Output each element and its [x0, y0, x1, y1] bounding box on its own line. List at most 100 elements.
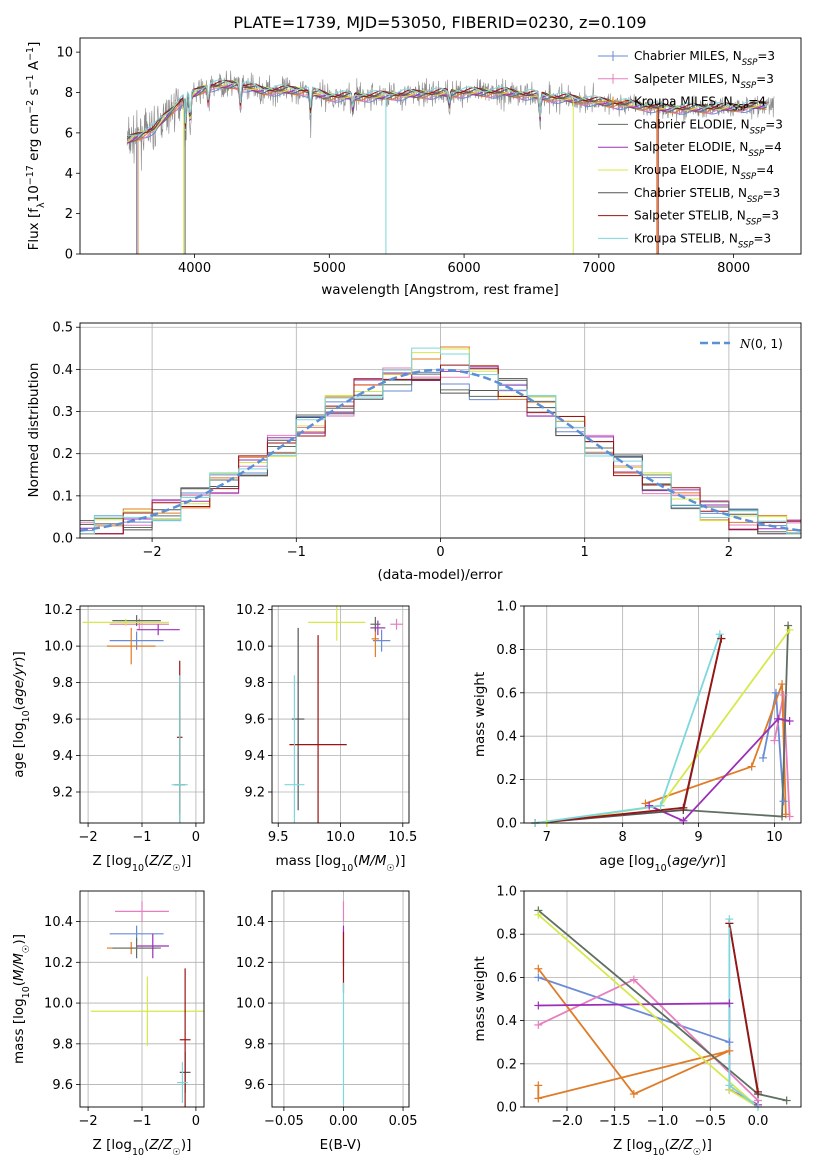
y-tick-label: 0.4	[496, 1014, 517, 1029]
y-tick-label: 9.8	[52, 1037, 73, 1052]
x-tick-label: −1.5	[599, 1114, 631, 1129]
legend-label: Salpeter STELIB, NSSP=3	[634, 209, 779, 228]
x-axis-label: Z [log10(Z/Z☉)]	[93, 853, 192, 874]
legend-label: N(0, 1)	[739, 337, 783, 351]
x-tick-label: 9.5	[268, 830, 289, 845]
axes-frame	[523, 605, 802, 824]
x-tick-label: 8000	[717, 261, 750, 276]
y-tick-label: 0.5	[52, 321, 73, 336]
x-tick-label: 4000	[178, 261, 211, 276]
panel-residuals: −2 −1 0 1 2 0.0 0.1 0.2 0.3 0.4 0.5 N(0, 1) (data-mo…	[26, 321, 802, 583]
x-axis-label: (data-model)/error	[377, 567, 503, 583]
x-tick-label: 10.0	[326, 830, 355, 845]
y-axis-label: mass weight	[472, 956, 488, 1041]
x-tick-label: 0.00	[329, 1114, 358, 1129]
legend-label: Chabrier STELIB, NSSP=3	[634, 186, 780, 205]
x-tick-label: 9	[694, 830, 702, 845]
y-tick-label: 1.0	[496, 885, 517, 900]
y-tick-label: 0.4	[52, 363, 73, 378]
y-tick-label: 10.0	[236, 997, 265, 1012]
y-tick-label: 9.6	[52, 713, 73, 728]
y-tick-label: 9.8	[52, 676, 73, 691]
axes-frame	[271, 605, 410, 824]
axes-frame	[79, 890, 205, 1108]
y-tick-label: 9.8	[244, 676, 265, 691]
y-tick-label: 2	[65, 207, 73, 222]
figure-title: PLATE=1739, MJD=53050, FIBERID=0230, z=0…	[233, 13, 646, 32]
legend-label: Chabrier MILES, NSSP=3	[634, 49, 775, 68]
x-tick-label: 1	[581, 545, 589, 560]
x-axis-label: age [log10(age/yr)]	[599, 853, 725, 874]
x-tick-label: −1.0	[647, 1114, 679, 1129]
x-axis-label: wavelength [Angstrom, rest frame]	[321, 282, 559, 298]
plot-area	[284, 606, 403, 823]
y-tick-label: 0.1	[52, 489, 73, 504]
panel-spectrum: 4000 5000 6000 7000 8000 0 2 4 6 8 10 Chabrier MILE…	[25, 37, 802, 298]
y-tick-label: 9.8	[244, 1037, 265, 1052]
y-tick-label: 10.0	[236, 640, 265, 655]
x-tick-label: 0.0	[748, 1114, 769, 1129]
plot-area	[80, 346, 801, 535]
x-tick-label: 2	[725, 545, 733, 560]
x-tick-label: 0	[436, 545, 444, 560]
y-tick-label: 9.2	[52, 786, 73, 801]
y-tick-label: 9.2	[244, 786, 265, 801]
y-tick-label: 8	[65, 86, 73, 101]
plot-area	[82, 615, 188, 823]
y-tick-label: 0.8	[496, 928, 517, 943]
x-tick-label: 0.05	[389, 1114, 418, 1129]
y-tick-label: 1.0	[496, 600, 517, 615]
x-tick-label: −1	[132, 1114, 151, 1129]
y-tick-label: 0.2	[52, 447, 73, 462]
residual-histogram	[80, 364, 801, 535]
y-tick-label: 10	[56, 46, 73, 61]
y-tick-label: 10.0	[44, 640, 73, 655]
y-tick-label: 0.6	[496, 971, 517, 986]
axes-frame	[79, 605, 205, 824]
x-axis-label: Z [log10(Z/Z☉)]	[93, 1137, 192, 1158]
y-tick-label: 0.2	[496, 773, 517, 788]
panel-mass_vs_ebv: −0.05 0.00 0.05 9.6 9.8 10.0 10.2 10.4 E(B-V)	[236, 890, 418, 1153]
y-tick-label: 0.0	[496, 1101, 517, 1116]
axes-frame	[523, 890, 802, 1108]
x-tick-label: 0	[192, 830, 200, 845]
y-tick-label: 0.6	[496, 686, 517, 701]
x-tick-label: 10	[766, 830, 783, 845]
x-tick-label: 7	[543, 830, 551, 845]
panel-mass_vs_Z: −2 −1 0 9.6 9.8 10.0 10.2 10.4 Z [log10(Z/Z☉)] ma…	[11, 890, 205, 1158]
y-tick-label: 0.8	[496, 643, 517, 658]
residual-histogram	[80, 378, 801, 535]
y-axis-label: age [log10(age/yr)]	[11, 651, 32, 777]
x-tick-label: 5000	[313, 261, 346, 276]
x-tick-label: 6000	[448, 261, 481, 276]
y-tick-label: 10.2	[44, 603, 73, 618]
x-tick-label: 7000	[582, 261, 615, 276]
y-tick-label: 6	[65, 126, 73, 141]
y-tick-label: 0.0	[52, 532, 73, 547]
y-tick-label: 9.4	[244, 749, 265, 764]
x-axis-label: Z [log10(Z/Z☉)]	[613, 1137, 712, 1158]
x-tick-label: 0	[192, 1114, 200, 1129]
legend-label: Chabrier ELODIE, NSSP=3	[634, 117, 783, 136]
y-tick-label: 9.6	[244, 713, 265, 728]
panel-age_vs_mass: 9.5 10.0 10.5 9.2 9.4 9.6 9.8 10.0 10.2 mass [log…	[236, 603, 417, 873]
mass-weight-line	[535, 638, 723, 823]
y-tick-label: 10.0	[44, 997, 73, 1012]
x-tick-label: 10.5	[388, 830, 417, 845]
y-tick-label: 0	[65, 248, 73, 263]
x-tick-label: −0.05	[264, 1114, 304, 1129]
legend: Chabrier MILES, NSSP=3 Salpeter MILES, NS…	[598, 49, 783, 250]
x-tick-label: −0.5	[694, 1114, 726, 1129]
x-tick-label: −1	[287, 545, 306, 560]
legend-label: Kroupa MILES, NSSP=4	[634, 95, 766, 114]
x-tick-label: 8	[619, 830, 627, 845]
mass-weight-line	[728, 923, 759, 1093]
y-tick-label: 10.2	[236, 603, 265, 618]
legend-label: Salpeter MILES, NSSP=3	[634, 72, 774, 91]
legend-label: Kroupa STELIB, NSSP=3	[634, 231, 771, 250]
y-tick-label: 0.2	[496, 1057, 517, 1072]
y-tick-label: 10.4	[236, 915, 265, 930]
mass-weight-line	[535, 633, 721, 823]
y-axis-label: mass weight	[472, 672, 488, 757]
axes-frame	[79, 37, 802, 255]
